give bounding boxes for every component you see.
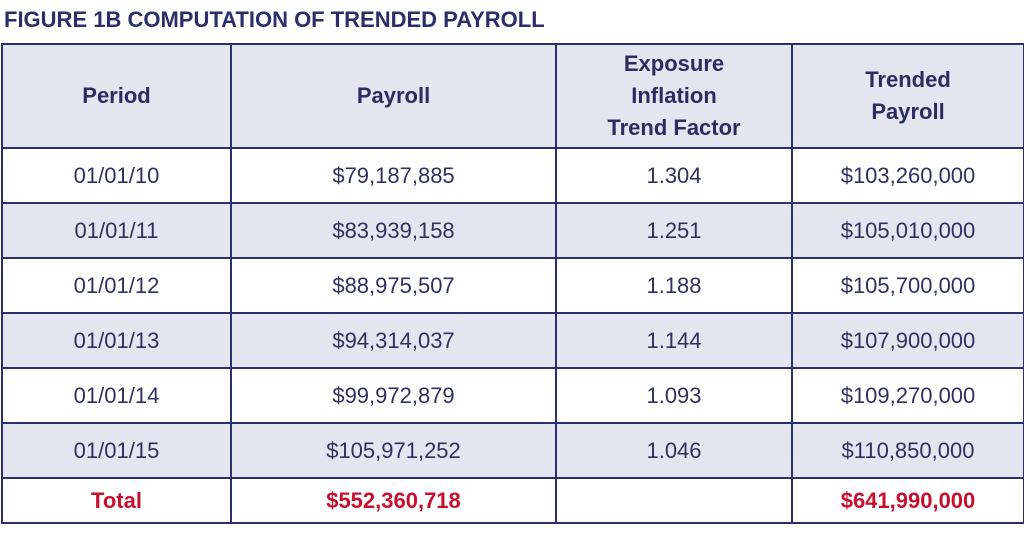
- trended-payroll-cell: $110,850,000: [791, 422, 1024, 479]
- table-row: 01/01/14 $99,972,879 1.093 $109,270,000: [1, 367, 1024, 424]
- table-row: 01/01/15 $105,971,252 1.046 $110,850,000: [1, 422, 1024, 479]
- trended-payroll-cell: $105,010,000: [791, 202, 1024, 259]
- table-row: 01/01/13 $94,314,037 1.144 $107,900,000: [1, 312, 1024, 369]
- payroll-cell: $94,314,037: [230, 312, 557, 369]
- payroll-cell: $83,939,158: [230, 202, 557, 259]
- trended-payroll-cell: $109,270,000: [791, 367, 1024, 424]
- trend-factor-cell: 1.046: [555, 422, 793, 479]
- header-period: Period: [1, 43, 232, 149]
- payroll-cell: $79,187,885: [230, 147, 557, 204]
- table-body: 01/01/10 $79,187,885 1.304 $103,260,000 …: [1, 147, 1024, 479]
- header-trend-factor-line-3: Trend Factor: [607, 115, 741, 140]
- header-trended-payroll: Trended Payroll: [791, 43, 1024, 149]
- payroll-cell: $88,975,507: [230, 257, 557, 314]
- trended-payroll-cell: $107,900,000: [791, 312, 1024, 369]
- header-trended-payroll-line-2: Payroll: [871, 99, 945, 124]
- period-cell: 01/01/14: [1, 367, 232, 424]
- table-row: 01/01/12 $88,975,507 1.188 $105,700,000: [1, 257, 1024, 314]
- total-trend-factor: [555, 477, 793, 524]
- header-trend-factor: Exposure Inflation Trend Factor: [555, 43, 793, 149]
- header-payroll: Payroll: [230, 43, 557, 149]
- header-trend-factor-line-1: Exposure: [623, 51, 725, 76]
- period-cell: 01/01/13: [1, 312, 232, 369]
- payroll-cell: $105,971,252: [230, 422, 557, 479]
- period-cell: 01/01/12: [1, 257, 232, 314]
- figure-title: FIGURE 1B COMPUTATION OF TRENDED PAYROLL: [4, 7, 545, 32]
- table-footer: Total $552,360,718 $641,990,000: [1, 477, 1024, 524]
- period-cell: 01/01/15: [1, 422, 232, 479]
- trended-payroll-table: Period Payroll Exposure Inflation Trend …: [1, 43, 1024, 524]
- header-trend-factor-line-2: Inflation: [631, 83, 717, 108]
- trended-payroll-cell: $105,700,000: [791, 257, 1024, 314]
- trend-factor-cell: 1.251: [555, 202, 793, 259]
- table-header: Period Payroll Exposure Inflation Trend …: [1, 43, 1024, 149]
- header-payroll-line: Payroll: [356, 83, 431, 108]
- total-label: Total: [1, 477, 232, 524]
- total-payroll: $552,360,718: [230, 477, 557, 524]
- trend-factor-cell: 1.093: [555, 367, 793, 424]
- trend-factor-cell: 1.144: [555, 312, 793, 369]
- header-trended-payroll-line-1: Trended: [865, 67, 951, 92]
- period-cell: 01/01/11: [1, 202, 232, 259]
- header-row: Period Payroll Exposure Inflation Trend …: [1, 43, 1024, 149]
- trend-factor-cell: 1.188: [555, 257, 793, 314]
- trend-factor-cell: 1.304: [555, 147, 793, 204]
- table-row: 01/01/11 $83,939,158 1.251 $105,010,000: [1, 202, 1024, 259]
- period-cell: 01/01/10: [1, 147, 232, 204]
- total-trended-payroll: $641,990,000: [791, 477, 1024, 524]
- table-row: 01/01/10 $79,187,885 1.304 $103,260,000: [1, 147, 1024, 204]
- total-row: Total $552,360,718 $641,990,000: [1, 477, 1024, 524]
- header-period-line: Period: [82, 83, 151, 108]
- trended-payroll-cell: $103,260,000: [791, 147, 1024, 204]
- payroll-cell: $99,972,879: [230, 367, 557, 424]
